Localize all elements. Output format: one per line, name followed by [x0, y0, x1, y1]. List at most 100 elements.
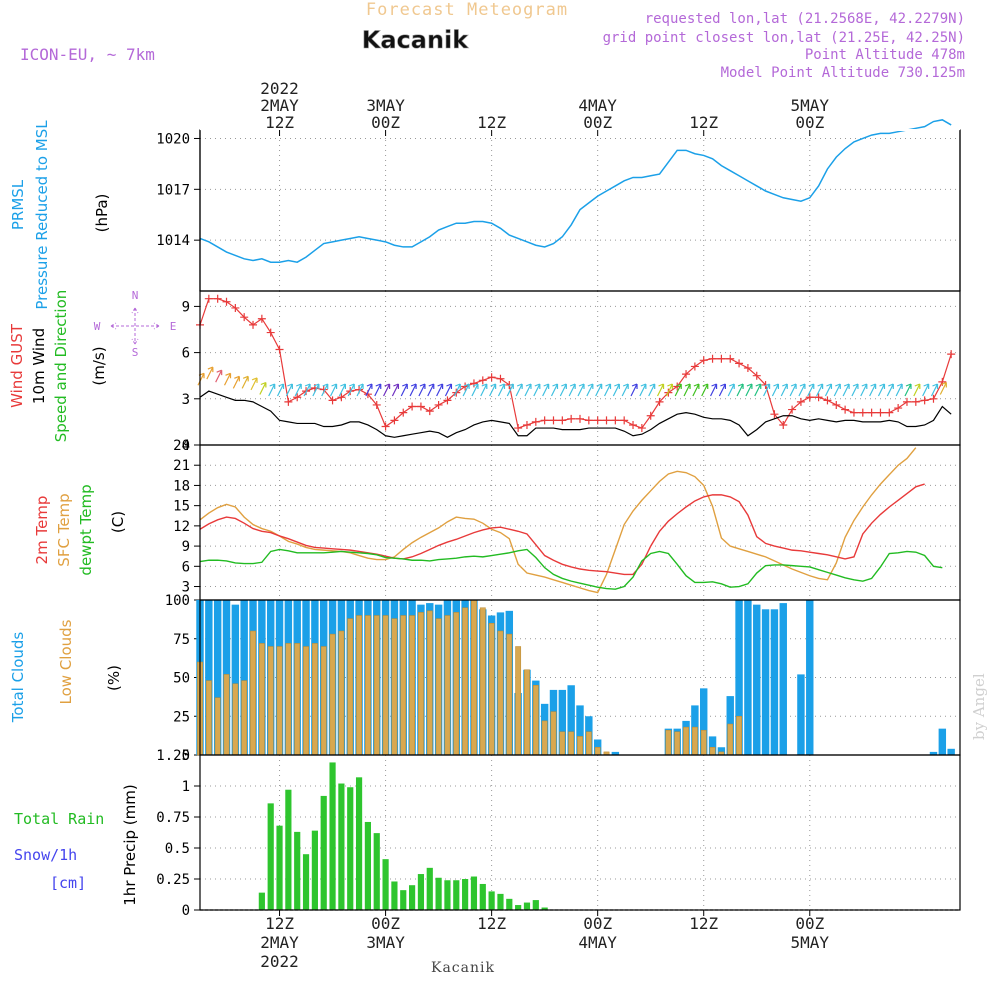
gust-marker [902, 397, 911, 406]
precip-bar [329, 762, 336, 910]
gust-marker [629, 420, 638, 429]
wind-direction-arrow [701, 383, 709, 397]
gust-marker [885, 408, 894, 417]
gust-marker [620, 416, 629, 425]
total-cloud-bar [567, 685, 575, 755]
wind-direction-arrow [621, 383, 629, 397]
wind-direction-arrow [418, 383, 426, 397]
wind-direction-arrow [807, 383, 815, 397]
total-cloud-bar [761, 609, 770, 755]
total-cloud-bar [797, 674, 805, 755]
wind-direction-arrow [497, 383, 506, 397]
gust-marker [231, 303, 240, 312]
wind-direction-arrow [462, 383, 470, 397]
gust-marker [576, 414, 584, 423]
compass-s: S [132, 346, 139, 359]
gust-marker [911, 397, 920, 406]
low-cloud-bar [497, 630, 504, 756]
precip-bar [347, 787, 354, 910]
gust-marker [841, 405, 850, 414]
total-cloud-bar [231, 604, 240, 755]
y-tick-label: 75 [173, 632, 190, 648]
gust-marker [690, 362, 699, 371]
time-label-top: 2MAY [260, 96, 299, 115]
wind-direction-arrow [294, 383, 302, 397]
location-title: Kacanik [362, 26, 470, 54]
requested-coords: requested lon,lat (21.2568E, 42.2279N) [645, 11, 965, 27]
low-cloud-bar [488, 623, 495, 756]
y-tick-label: 6 [182, 559, 190, 575]
wind-direction-arrow [674, 383, 682, 397]
precip-bar [400, 890, 407, 910]
wind-direction-arrow [568, 383, 576, 397]
gust-marker [894, 404, 903, 413]
precip-bar [355, 777, 363, 910]
precip-bar [541, 907, 548, 910]
y-tick-label: 0.75 [156, 810, 190, 826]
wind-direction-arrow [533, 383, 541, 397]
wind-direction-arrow [692, 383, 700, 397]
wind-direction-arrow [886, 383, 894, 397]
time-label-top: 00Z [795, 113, 824, 132]
low-cloud-bar [700, 729, 707, 756]
low-cloud-bar [320, 646, 327, 756]
y-tick-label: 0 [182, 438, 190, 454]
precip-bar [302, 854, 310, 910]
wind-direction-arrow [939, 381, 947, 395]
precip-bar [426, 867, 433, 910]
gust-marker [849, 408, 858, 417]
low-cloud-bar [382, 615, 389, 756]
wind-direction-arrow [409, 383, 417, 397]
time-label-top: 3MAY [366, 96, 405, 115]
gust-marker [443, 396, 452, 405]
time-label-bottom: 00Z [371, 914, 400, 933]
total-cloud-bar [717, 747, 726, 755]
gust-marker [646, 411, 655, 420]
low-cloud-bar [338, 630, 345, 756]
gust-marker [240, 313, 249, 322]
wind-direction-arrow [851, 383, 859, 397]
y-tick-label: 50 [173, 671, 190, 687]
y-tick-label: 15 [173, 499, 190, 515]
total-cloud-bar [770, 609, 779, 755]
gust-marker [876, 408, 885, 417]
precip-bar [258, 892, 265, 910]
low-cloud-bar [241, 680, 248, 756]
precip-bar [515, 905, 522, 910]
total-cloud-bar [938, 728, 947, 755]
precip-bar [488, 891, 495, 910]
wind-direction-arrow [860, 383, 868, 397]
low-cloud-bar [471, 599, 477, 756]
total-cloud-bar [700, 688, 708, 755]
wind-direction-arrow [877, 383, 886, 397]
low-clouds-label: Low Clouds [57, 619, 75, 704]
wind-direction-arrow [480, 383, 488, 397]
time-label-bottom: 5MAY [791, 933, 830, 952]
total-cloud-bar [753, 604, 761, 755]
wind-direction-arrow [824, 383, 833, 397]
wind-direction-arrow [206, 366, 214, 380]
precip-bar [470, 876, 478, 910]
precip-bar [285, 789, 292, 910]
wind-direction-arrow [515, 383, 523, 397]
gust-marker [381, 422, 390, 431]
gust-marker [204, 294, 213, 303]
gust-marker [858, 408, 867, 417]
wind-direction-arrow [665, 383, 673, 397]
gust-marker [249, 320, 258, 329]
gust-marker [496, 374, 505, 383]
wind-direction-arrow [754, 383, 762, 397]
time-label-bottom: 00Z [583, 914, 612, 933]
gust-marker [832, 400, 841, 409]
wind-direction-arrow [215, 369, 223, 383]
wind-direction-arrow [816, 383, 824, 397]
gust-marker [602, 416, 611, 425]
gust-marker [920, 396, 929, 405]
wind-direction-arrow [930, 383, 939, 397]
wind-direction-arrow [489, 383, 497, 397]
temp-panel-label: 2m Temp [33, 496, 51, 565]
gust-marker [814, 393, 823, 402]
total-cloud-bar [947, 748, 955, 755]
wind-direction-arrow [763, 383, 771, 397]
total-cloud-bar [205, 600, 213, 755]
